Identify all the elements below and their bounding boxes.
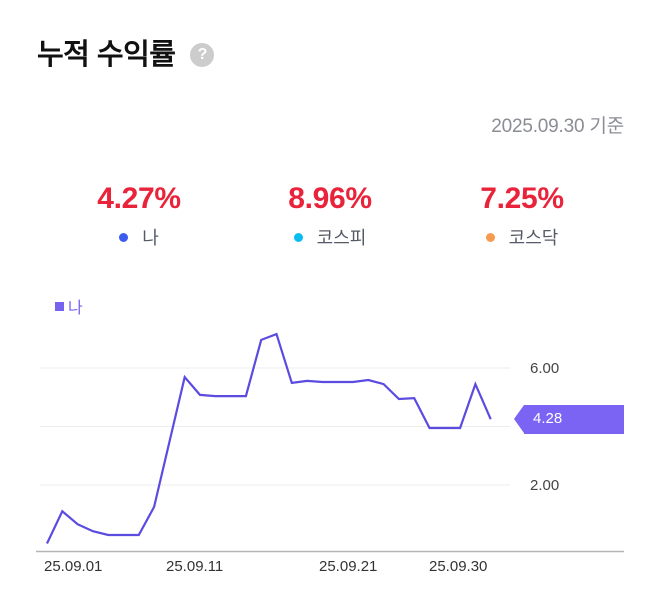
dot-icon [293,232,303,242]
current-value-tag: 4.28 [514,405,624,434]
tag-arrow [514,405,524,433]
tag-body [524,405,624,434]
dot-icon [485,232,495,242]
y-tick-label: 6.00 [530,360,560,377]
x-tick-label: 25.09.11 [166,558,224,575]
stat-value: 8.96% [288,182,372,215]
stat-value: 7.25% [480,182,564,215]
current-value: 4.28 [533,410,563,427]
x-tick-label: 25.09.01 [44,558,103,575]
stat-kosdaq: 7.25% 코스닥 [432,180,612,250]
legend-label: 나 [68,300,83,317]
chart-legend[interactable]: 나 [55,294,83,318]
series-line-me [46,332,492,544]
stat-kospi: 8.96% 코스피 [240,180,420,250]
stat-value: 4.27% [97,182,181,215]
dot-icon [119,232,129,242]
stat-label: 나 [142,228,159,248]
x-tick-label: 25.09.30 [429,558,488,575]
stat-legend: 코스닥 [432,224,612,250]
page-title: 누적 수익률 [37,39,176,71]
stat-legend: 나 [49,224,229,250]
question-circle-icon[interactable]: ? [190,43,215,67]
stat-legend: 코스피 [240,224,420,250]
header: 누적 수익률 ? [37,38,215,72]
return-summary: 4.27% 나 8.96% 코스피 7.25% 코스닥 [0,180,660,250]
stat-label: 코스피 [316,228,367,248]
stat-label: 코스닥 [508,228,559,248]
stat-me: 4.27% 나 [49,180,229,250]
legend-square-icon [55,301,64,311]
as-of-date: 2025.09.30 기준 [491,116,624,137]
y-tick-label: 2.00 [530,477,560,494]
x-tick-label: 25.09.21 [319,558,378,575]
